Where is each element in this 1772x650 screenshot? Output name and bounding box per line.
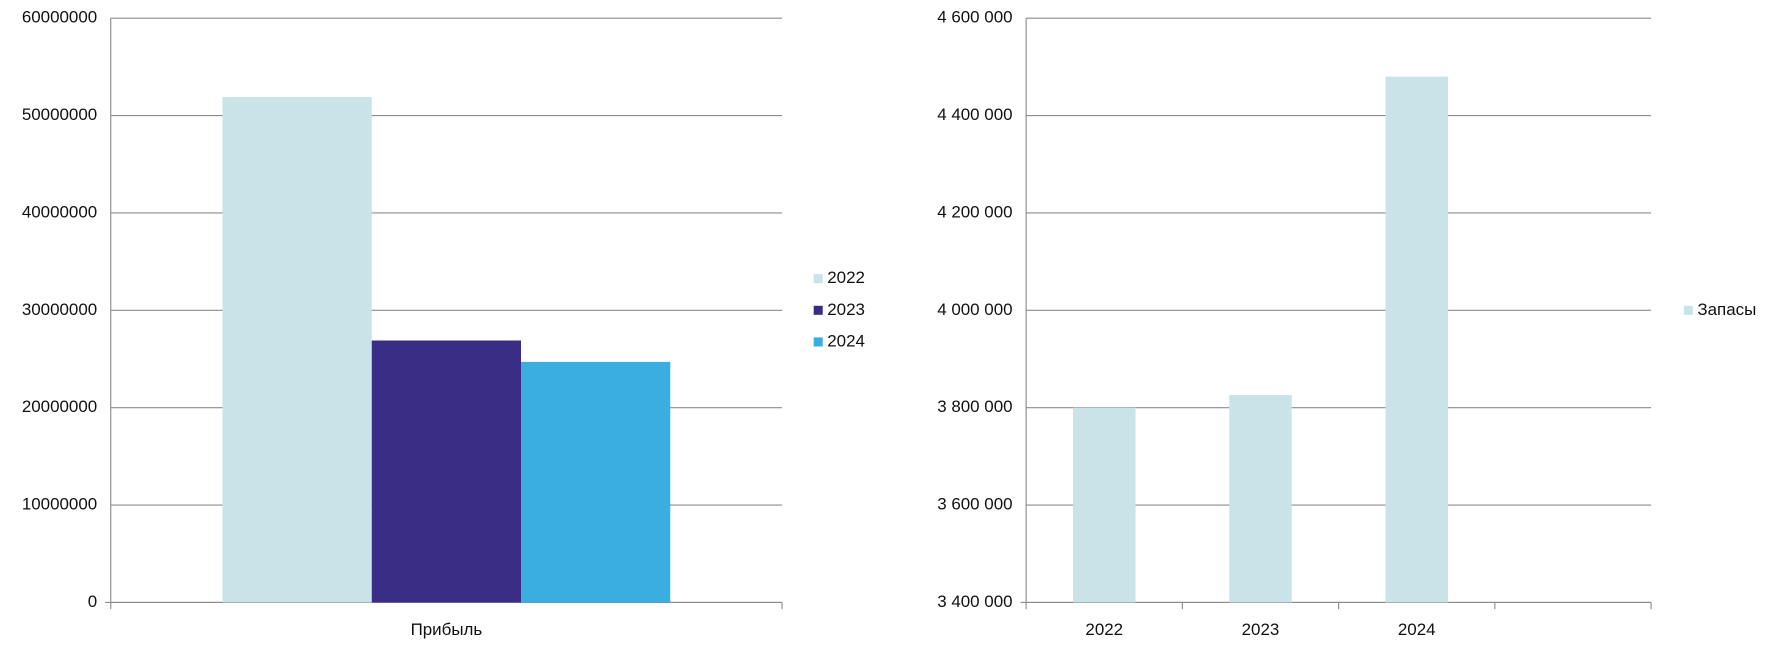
x-tick-label: 2024 (1398, 620, 1436, 639)
legend-swatch (813, 337, 823, 347)
bar (1385, 76, 1448, 603)
y-tick-label: 4 400 000 (937, 105, 1012, 124)
x-tick-label: Прибыль (411, 620, 483, 639)
y-tick-label: 3 800 000 (937, 397, 1012, 416)
legend-label: 2024 (827, 331, 865, 350)
legend-label: Запасы (1697, 300, 1756, 319)
legend-swatch (813, 305, 823, 315)
legend-swatch (1683, 305, 1693, 315)
y-tick-label: 40000000 (22, 202, 97, 221)
y-tick-label: 3 400 000 (937, 592, 1012, 611)
bar (521, 361, 671, 603)
bar (222, 97, 372, 603)
x-tick-label: 2023 (1242, 620, 1280, 639)
x-tick-label: 2022 (1085, 620, 1123, 639)
y-tick-label: 3 600 000 (937, 495, 1012, 514)
y-tick-label: 50000000 (22, 105, 97, 124)
y-tick-label: 4 600 000 (937, 8, 1012, 27)
bar (1073, 407, 1136, 603)
legend-label: 2022 (827, 268, 865, 287)
y-tick-label: 30000000 (22, 300, 97, 319)
bar (1229, 395, 1292, 603)
bar (371, 340, 522, 603)
legend-label: 2023 (827, 300, 865, 319)
y-tick-label: 20000000 (22, 397, 97, 416)
y-tick-label: 10000000 (22, 495, 97, 514)
y-tick-label: 60000000 (22, 8, 97, 27)
y-tick-label: 4 200 000 (937, 202, 1012, 221)
y-tick-label: 0 (88, 592, 97, 611)
y-tick-label: 4 000 000 (937, 300, 1012, 319)
legend-swatch (813, 274, 823, 284)
